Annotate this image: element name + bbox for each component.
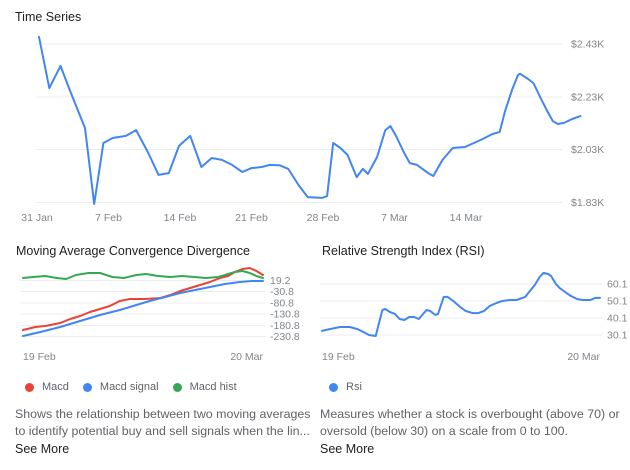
y-axis-label: $1.83K (571, 197, 604, 209)
rsi-description: Measures whether a stock is overbought (… (320, 406, 620, 439)
x-axis-label: 28 Feb (307, 212, 340, 224)
legend-label-macd: Macd (42, 381, 69, 393)
description-line: oversold (below 30) on a scale from 0 to… (320, 423, 568, 438)
x-axis-label: 19 Feb (322, 351, 355, 363)
rsi-legend: Rsi (329, 381, 362, 393)
y-axis-label: 40.1 (607, 313, 628, 325)
y-axis-label: $2.03K (571, 144, 604, 156)
macd-description: Shows the relationship between two movin… (15, 406, 310, 439)
series-line-rsi (321, 271, 601, 337)
x-axis-label: 31 Jan (21, 212, 53, 224)
x-axis-label: 21 Feb (235, 212, 268, 224)
x-axis-label: 14 Feb (164, 212, 197, 224)
legend-item-macd-signal[interactable]: Macd signal (82, 381, 159, 393)
rsi-series-dot-icon (329, 382, 338, 392)
y-axis-label: 60.1 (607, 279, 628, 291)
x-axis-label: 19 Feb (23, 351, 56, 363)
series-line-macd-hist (22, 270, 264, 280)
legend-item-rsi[interactable]: Rsi (329, 381, 362, 393)
x-axis-label: 7 Feb (95, 212, 122, 224)
y-axis-label: $2.23K (571, 91, 604, 103)
x-axis-label: 20 Mar (230, 351, 263, 363)
y-axis-label: -130.8 (270, 309, 300, 321)
macd-series-dot-icon (25, 382, 34, 392)
y-axis-label: 50.1 (607, 296, 628, 308)
description-line: to identify potential buy and sell signa… (15, 423, 310, 438)
y-axis-label: $2.43K (571, 39, 604, 51)
x-axis-label: 14 Mar (450, 212, 483, 224)
y-axis-label: -180.8 (270, 320, 300, 332)
macd-see-more-link[interactable]: See More (15, 442, 70, 456)
macd-signal-series-dot-icon (82, 382, 92, 392)
description-line: Shows the relationship between two movin… (15, 407, 311, 421)
macd-legend: Macd Macd signal Macd hist (25, 381, 237, 393)
legend-label-macd-hist: Macd hist (189, 381, 237, 393)
time-series-title: Time Series (15, 10, 82, 24)
legend-item-macd[interactable]: Macd (25, 381, 69, 393)
x-axis-label: 7 Mar (381, 212, 408, 224)
legend-label-rsi: Rsi (346, 381, 362, 393)
legend-item-macd-hist[interactable]: Macd hist (172, 381, 237, 393)
y-axis-label: 30.1 (607, 330, 628, 342)
y-axis-label: 19.2 (270, 275, 291, 287)
y-axis-label: -30.8 (270, 286, 294, 298)
rsi-title: Relative Strength Index (RSI) (322, 244, 485, 258)
macd-hist-series-dot-icon (172, 382, 182, 392)
description-line: Measures whether a stock is overbought (… (320, 407, 620, 421)
x-axis-label: 20 Mar (567, 351, 600, 363)
legend-label-macd-signal: Macd signal (99, 381, 159, 393)
macd-title: Moving Average Convergence Divergence (16, 244, 250, 258)
series-line-macd-signal (22, 280, 264, 337)
rsi-see-more-link[interactable]: See More (320, 442, 375, 456)
y-axis-label: -230.8 (270, 331, 300, 343)
y-axis-label: -80.8 (270, 297, 294, 309)
series-line-price (38, 35, 582, 205)
